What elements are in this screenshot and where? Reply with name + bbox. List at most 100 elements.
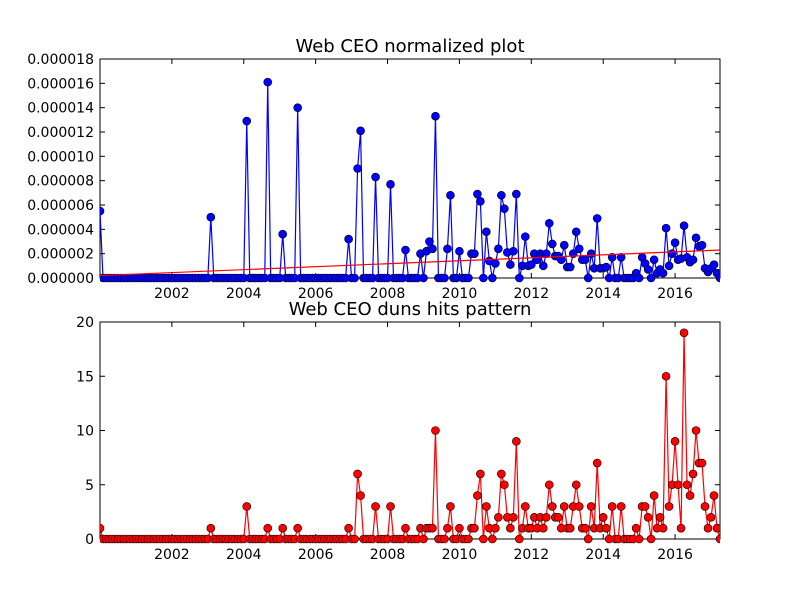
data-point [263, 523, 273, 533]
data-point [640, 502, 650, 511]
data-point [386, 180, 395, 189]
data-point [583, 534, 593, 544]
data-point [586, 502, 596, 511]
data-point [419, 273, 428, 283]
data-point [401, 245, 410, 255]
data-point [488, 273, 497, 283]
data-point [278, 523, 288, 533]
data-point [353, 469, 362, 479]
data-point [206, 523, 216, 533]
y-tick-label: 0.000006 [27, 198, 94, 214]
data-point [509, 246, 518, 256]
data-point [293, 523, 302, 533]
data-point [592, 458, 602, 468]
data-point [344, 234, 353, 244]
data-point [538, 261, 548, 271]
data-point [700, 502, 710, 511]
data-point [643, 512, 653, 522]
data-point [428, 523, 437, 533]
data-point [356, 126, 365, 136]
data-point [691, 233, 701, 243]
series-line [100, 82, 720, 280]
y-tick-label: 0 [85, 532, 94, 548]
data-point [506, 260, 515, 269]
data-point [515, 273, 524, 283]
data-point [670, 238, 680, 248]
data-point [649, 491, 659, 500]
data-point [571, 480, 581, 490]
data-point [574, 502, 584, 511]
data-point [425, 237, 434, 246]
x-tick-label: 2014 [585, 286, 621, 302]
data-point [482, 227, 491, 237]
data-point [443, 523, 452, 533]
y-tick-label: 0.000002 [27, 247, 94, 263]
data-point [371, 502, 380, 511]
data-point [673, 480, 683, 490]
data-point [500, 204, 509, 213]
data-point [455, 246, 464, 256]
series-line [100, 332, 720, 542]
data-point [664, 502, 674, 511]
x-tick-label: 2008 [370, 286, 406, 302]
data-point [658, 268, 668, 278]
data-point [446, 502, 455, 511]
data-point [521, 502, 530, 511]
data-point [470, 523, 479, 533]
data-point [679, 328, 689, 338]
data-point [691, 426, 701, 435]
data-point [565, 523, 575, 533]
data-point [607, 253, 617, 262]
y-tick-label: 0.000010 [27, 149, 94, 165]
data-point [715, 273, 720, 283]
x-tick-label: 2004 [226, 547, 262, 563]
data-point [571, 227, 581, 237]
x-tick-label: 2010 [442, 547, 478, 563]
data-point [607, 502, 617, 511]
data-point [476, 197, 485, 206]
data-point [431, 426, 440, 435]
data-point [649, 255, 659, 265]
y-tick-label: 5 [85, 478, 94, 494]
x-tick-label: 2002 [154, 286, 190, 302]
data-point [658, 523, 668, 533]
plot-area: 2002 2004 2006 2008 2010 2012 2014 2016 0.000000… [27, 52, 721, 302]
data-point [598, 512, 608, 522]
data-point [709, 260, 719, 269]
x-tick-label: 2006 [298, 547, 334, 563]
data-point [278, 229, 288, 239]
data-point [497, 190, 506, 200]
data-point [631, 523, 641, 533]
data-point [521, 232, 530, 241]
data-point [431, 111, 440, 121]
data-point [661, 371, 671, 381]
data-point [293, 103, 302, 112]
data-point [512, 437, 521, 446]
chart-duns-hits-pattern: Web CEO duns hits pattern 2002 2004 2006 20… [76, 299, 721, 563]
data-point [386, 502, 395, 511]
data-point [616, 253, 626, 262]
x-tick-label: 2010 [442, 286, 478, 302]
data-point [419, 534, 428, 544]
data-point [350, 534, 359, 544]
data-point [538, 523, 548, 533]
data-point [470, 249, 479, 258]
data-point [541, 512, 551, 522]
data-point [479, 534, 488, 544]
data-point [682, 480, 692, 490]
y-tick-label: 15 [76, 369, 94, 385]
data-point [586, 249, 596, 258]
chart-title: Web CEO normalized plot [295, 36, 524, 57]
data-point [556, 255, 566, 265]
data-point [667, 249, 677, 258]
data-point [697, 458, 707, 468]
data-point [703, 523, 713, 533]
data-point [443, 244, 452, 254]
data-point [494, 512, 503, 522]
data-point [697, 240, 707, 250]
data-point [491, 259, 500, 268]
x-tick-label: 2014 [585, 547, 621, 563]
chart-normalized-plot: Web CEO normalized plot 2002 2004 2006 2008… [27, 36, 721, 302]
trend-line [100, 249, 720, 277]
data-point [616, 502, 626, 511]
